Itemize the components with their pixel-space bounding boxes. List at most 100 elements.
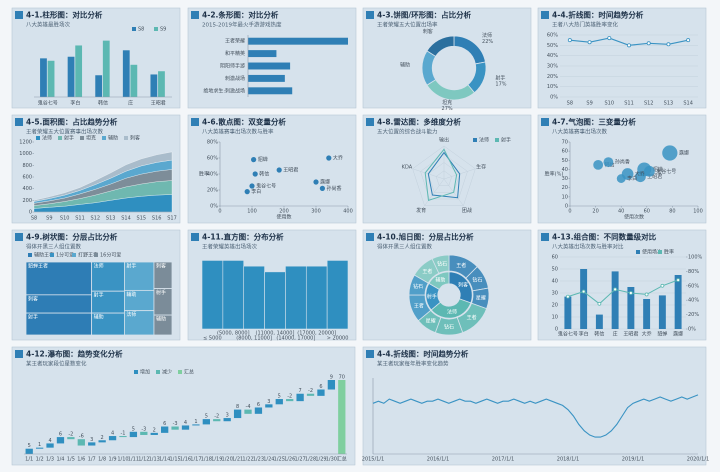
y-tick-label: 60% <box>207 156 218 162</box>
panel-title: 4-12.瀑布图：趋势变化分析 <box>26 349 123 359</box>
value-label: 27% <box>442 106 453 112</box>
y-tick-label: 绝地求生:刺激战场 <box>203 87 245 94</box>
value-label: -2 <box>308 388 313 394</box>
bar <box>213 419 221 422</box>
value-label: 3 <box>90 437 93 443</box>
legend-swatch <box>636 250 640 254</box>
x-tick-label: 100 <box>693 209 703 215</box>
cell-label: 辅助 <box>126 291 136 298</box>
cell-label: 刺客 <box>28 295 38 302</box>
group-label: 射手 <box>427 293 437 300</box>
point-label: 孙尚香 <box>327 185 342 192</box>
x-tick-label: 1/28 <box>305 457 316 463</box>
bar <box>611 271 619 329</box>
donut-label: 坦克 <box>442 99 452 106</box>
panel-background <box>187 114 357 224</box>
value-label: 6 <box>257 402 260 408</box>
x-tick-label: 2018/1/1 <box>557 457 579 463</box>
bar <box>119 436 127 438</box>
panel-subtitle: 八大英雄赛事出场次数 <box>552 128 608 136</box>
x-tick-label: S8 <box>31 216 37 222</box>
x-tick-label: 王昭君 <box>151 101 166 107</box>
point <box>607 36 612 41</box>
panel-icon <box>15 233 23 241</box>
value-label: -2 <box>68 432 73 438</box>
bar <box>248 37 348 45</box>
y-tick-label: 200 <box>22 198 32 204</box>
panel-icon <box>191 233 199 241</box>
x-tick-label: 大乔 <box>642 331 652 338</box>
panel-subtitle: 王者荣耀五大位置赛事出场次数 <box>26 128 104 136</box>
point <box>319 185 325 191</box>
panel-subtitle: 某王者玩家段位星数变化 <box>26 360 87 368</box>
value-label: -3 <box>173 421 178 427</box>
bar <box>158 71 165 97</box>
bar <box>56 437 65 444</box>
cell-label: 射手 <box>126 263 136 270</box>
value-label: 6 <box>163 421 166 427</box>
y-tick-label: 0 <box>565 204 568 210</box>
value-label: 3 <box>226 413 229 419</box>
bar <box>95 75 103 97</box>
point <box>666 42 671 47</box>
cell-label: 法师 <box>126 311 136 318</box>
point <box>567 38 572 43</box>
bubble <box>593 159 604 170</box>
cell-label: 射手 <box>28 314 38 321</box>
bar <box>244 409 252 414</box>
panel: 4-12.瀑布图：趋势变化分析某王者玩家段位星数变化51/111/241/361… <box>11 346 356 466</box>
legend-swatch <box>154 27 158 31</box>
x-tick-label: S16 <box>152 216 162 222</box>
y-tick-label: 10% <box>547 84 558 90</box>
x-tick-label: 1/14 <box>159 457 170 463</box>
bar <box>275 399 283 405</box>
y-tick-label: 60 <box>552 255 558 261</box>
panel-background <box>362 114 532 224</box>
x-tick-label: 1/9 <box>109 457 117 463</box>
bar <box>327 380 336 390</box>
x-tick-label: 300 <box>311 209 321 215</box>
point <box>628 291 633 295</box>
bar <box>222 260 245 330</box>
x-tick-label: 100 <box>247 209 257 215</box>
bar <box>67 56 75 97</box>
x-tick-label: S15 <box>137 216 147 222</box>
x-tick-label: 鬼谷七号 <box>558 331 578 338</box>
bar <box>129 431 138 438</box>
legend-label: 使用场次 <box>642 249 662 256</box>
x-tick-label: 1/27 <box>294 457 305 463</box>
value-label: 70 <box>339 375 345 381</box>
x-tick-label: S14 <box>683 101 693 107</box>
cell-label: 辅助 <box>156 316 166 323</box>
panel: 4-2.条形图：对比分析2015-2019年最火手游游戏热度王者荣耀和平精英阴阳… <box>187 7 357 109</box>
point <box>676 278 681 282</box>
bar <box>326 260 349 330</box>
y-tick-label: 和平精英 <box>225 50 245 57</box>
x-tick-label: 1/20 <box>222 457 233 463</box>
legend-label: 16分可爱 <box>100 252 121 259</box>
x-tick-label: 1/1 <box>25 457 33 463</box>
x-tick-label: 2020/1/1 <box>687 457 709 463</box>
panel-subtitle: 八大英雄最胜场次 <box>26 21 71 29</box>
panel-icon <box>541 11 549 19</box>
bar <box>25 448 33 454</box>
bar <box>130 64 138 97</box>
legend-label: 法师 <box>479 137 489 144</box>
panel-subtitle: 八大英雄出场次数与胜率对比 <box>552 243 624 251</box>
bar <box>98 440 106 443</box>
y-tick-label: 10 <box>552 315 558 321</box>
cell-label: 刺客 <box>156 263 166 270</box>
bar <box>40 58 47 97</box>
donut-label: 辅助 <box>400 62 410 69</box>
legend-swatch <box>658 250 662 254</box>
y-tick-label: 0 <box>555 327 558 333</box>
value-label: -4 <box>246 404 251 410</box>
x-tick-label: 1/13 <box>149 457 160 463</box>
